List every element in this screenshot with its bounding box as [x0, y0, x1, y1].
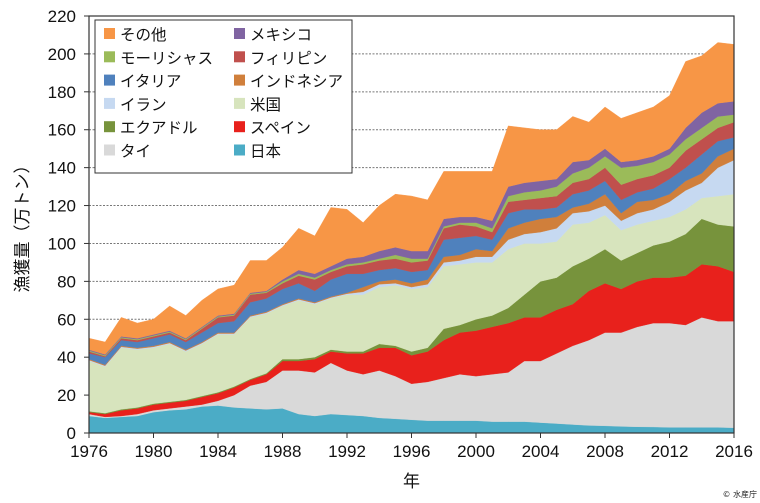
legend-swatch — [104, 28, 115, 39]
x-tick-label: 2012 — [651, 442, 689, 461]
x-tick-label: 2008 — [586, 442, 624, 461]
x-axis: 1976 1980 1984 1988 1992 1996 2000 2004 2008 2012… — [70, 433, 753, 461]
legend-swatch — [234, 121, 245, 133]
x-axis-title: 年 — [403, 472, 420, 492]
y-tick-label: 160 — [48, 121, 76, 140]
x-tick-label: 1984 — [199, 442, 237, 461]
legend-label: 日本 — [250, 143, 281, 161]
x-tick-label: 1992 — [328, 442, 366, 461]
x-tick-label: 1980 — [135, 442, 173, 461]
legend-swatch — [234, 144, 245, 156]
y-tick-label: 60 — [57, 310, 76, 329]
legend-swatch — [234, 28, 245, 39]
legend-swatch — [104, 51, 115, 63]
legend-swatch — [104, 121, 115, 133]
y-tick-label: 0 — [67, 424, 76, 443]
legend-box — [94, 19, 353, 174]
x-tick-label: 1996 — [393, 442, 431, 461]
legend-swatch — [234, 97, 245, 109]
y-tick-label: 220 — [48, 7, 76, 26]
legend-label: フィリピン — [250, 49, 327, 67]
y-tick-label: 200 — [48, 45, 76, 64]
x-tick-label: 2016 — [715, 442, 753, 461]
legend-label: メキシコ — [250, 26, 312, 44]
legend-swatch — [104, 74, 115, 86]
credit-text: © 水産庁 — [722, 489, 757, 499]
y-tick-label: 180 — [48, 83, 76, 102]
x-tick-label: 1988 — [264, 442, 302, 461]
legend-swatch — [234, 74, 245, 86]
legend-label: スペイン — [250, 119, 311, 137]
legend-swatch — [104, 97, 115, 109]
y-tick-label: 20 — [57, 386, 76, 405]
y-tick-label: 80 — [57, 272, 76, 291]
y-axis: 0 20 40 60 80 100 120 140 160 180 200 220 — [48, 7, 89, 443]
y-axis-title: 漁獲量（万トン） — [13, 157, 33, 293]
x-tick-label: 1976 — [70, 442, 108, 461]
x-tick-label: 2004 — [522, 442, 560, 461]
legend-label: その他 — [120, 26, 167, 44]
area-series — [88, 42, 735, 434]
legend-swatch — [234, 51, 245, 63]
legend-label: イラン — [120, 96, 167, 114]
legend-label: 米国 — [250, 96, 281, 114]
legend-label: インドネシア — [250, 73, 343, 91]
x-tick-label: 2000 — [457, 442, 495, 461]
y-tick-label: 40 — [57, 348, 76, 367]
y-tick-label: 120 — [48, 197, 76, 216]
y-tick-label: 100 — [48, 234, 76, 253]
y-tick-label: 140 — [48, 159, 76, 178]
legend-label: エクアドル — [120, 119, 198, 137]
legend-label: イタリア — [120, 73, 181, 91]
legend-swatch — [104, 144, 115, 156]
legend-label: モーリシャス — [120, 49, 213, 67]
legend-label: タイ — [120, 143, 151, 161]
